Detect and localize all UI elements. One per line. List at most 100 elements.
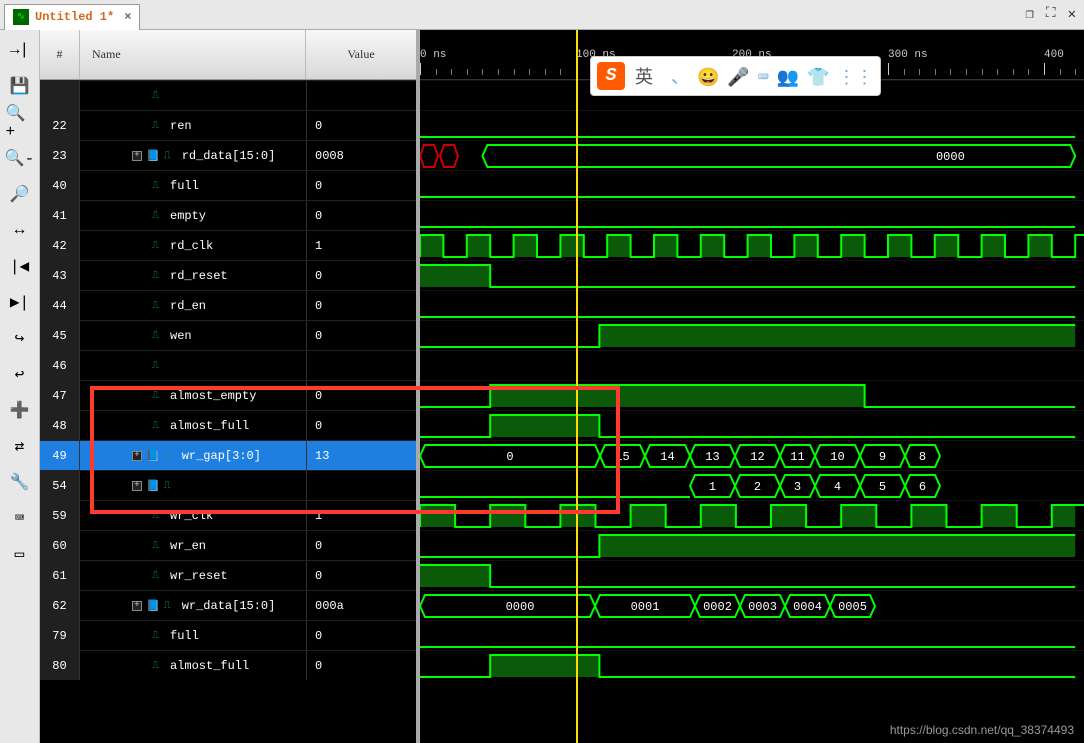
signal-row[interactable]: 48⎍almost_full0 — [40, 410, 416, 440]
tool-icon-9[interactable]: ↩ — [6, 360, 34, 388]
wave-row — [420, 290, 1084, 320]
tool-icon-3[interactable]: 🔍- — [6, 144, 34, 172]
signal-row[interactable]: 40⎍full0 — [40, 170, 416, 200]
svg-text:2: 2 — [754, 480, 761, 494]
sogou-logo-icon[interactable]: S — [597, 62, 625, 90]
tool-icon-11[interactable]: ⇄ — [6, 432, 34, 460]
tool-icon-12[interactable]: 🔧 — [6, 468, 34, 496]
signal-row[interactable]: 44⎍rd_en0 — [40, 290, 416, 320]
signal-row[interactable]: 62+📘⎍wr_data[15:0]000a — [40, 590, 416, 620]
tool-icon-13[interactable]: ⌨ — [6, 504, 34, 532]
signal-icon: ⎍ — [152, 360, 166, 372]
signal-row[interactable]: 43⎍rd_reset0 — [40, 260, 416, 290]
col-num-header[interactable]: # — [40, 30, 80, 79]
svg-text:0005: 0005 — [838, 600, 867, 614]
signal-row[interactable]: 41⎍empty0 — [40, 200, 416, 230]
restore-icon[interactable]: ❐ — [1025, 6, 1033, 23]
signal-row[interactable]: 42⎍rd_clk1 — [40, 230, 416, 260]
signal-icon: ⎍ — [152, 90, 166, 102]
tool-icon-7[interactable]: ▶| — [6, 288, 34, 316]
tool-icon-1[interactable]: 💾 — [6, 72, 34, 100]
expand-icon[interactable]: + — [132, 451, 142, 461]
signal-row[interactable]: 47⎍almost_empty0 — [40, 380, 416, 410]
tool-icon-8[interactable]: ↪ — [6, 324, 34, 352]
signal-value: 0 — [306, 261, 416, 290]
wave-row — [420, 650, 1084, 680]
signal-row[interactable]: 54+📘⎍ — [40, 470, 416, 500]
signal-row[interactable]: 59⎍wr_clk1 — [40, 500, 416, 530]
signal-row[interactable]: 46⎍ — [40, 350, 416, 380]
svg-text:4: 4 — [834, 480, 841, 494]
tool-icon-2[interactable]: 🔍+ — [6, 108, 34, 136]
tool-icon-4[interactable]: 🔎 — [6, 180, 34, 208]
maximize-icon[interactable]: ⛶ — [1046, 6, 1056, 23]
signal-row[interactable]: 22⎍ren0 — [40, 110, 416, 140]
wave-row: 000000010002000300040005 — [420, 590, 1084, 620]
svg-text:3: 3 — [794, 480, 801, 494]
col-value-header[interactable]: Value — [306, 30, 416, 79]
wave-row: 0000 — [420, 140, 1084, 170]
wave-rows[interactable]: 0000015141312111098123456000000010002000… — [420, 80, 1084, 680]
signal-icon: ⎍ — [164, 450, 178, 462]
document-tab[interactable]: ∿ Untitled 1* × — [4, 4, 140, 30]
signal-value: 0 — [306, 531, 416, 560]
signal-value — [306, 81, 416, 110]
ime-icon[interactable]: 🎤 — [727, 69, 749, 89]
tick-label: 0 ns — [420, 49, 446, 61]
signal-name: +📘⎍wr_data[15:0] — [80, 591, 306, 620]
tool-icon-14[interactable]: ▭ — [6, 540, 34, 568]
signal-value: 0 — [306, 621, 416, 650]
tool-icon-0[interactable]: →| — [6, 36, 34, 64]
wave-row — [420, 530, 1084, 560]
row-number: 40 — [40, 171, 80, 200]
watermark: https://blog.csdn.net/qq_38374493 — [890, 723, 1074, 737]
bus-icon: 📘 — [146, 149, 160, 163]
row-number: 45 — [40, 321, 80, 350]
signal-row[interactable]: 80⎍almost_full0 — [40, 650, 416, 680]
wave-row — [420, 620, 1084, 650]
ime-icon[interactable]: ⋮⋮ — [838, 69, 874, 89]
bus-icon: 📘 — [146, 479, 160, 493]
svg-text:9: 9 — [879, 450, 886, 464]
signal-row[interactable]: 79⎍full0 — [40, 620, 416, 650]
signal-row[interactable]: 60⎍wr_en0 — [40, 530, 416, 560]
signal-name: ⎍ — [80, 351, 306, 380]
ime-icon[interactable]: 👥 — [777, 69, 799, 89]
tool-icon-5[interactable]: ↔ — [6, 216, 34, 244]
ime-icon[interactable]: 😀 — [697, 69, 719, 89]
expand-icon[interactable]: + — [132, 481, 142, 491]
signal-name: ⎍wen — [80, 321, 306, 350]
svg-text:0: 0 — [506, 450, 513, 464]
tool-icon-10[interactable]: ➕ — [6, 396, 34, 424]
tab-close-icon[interactable]: × — [124, 10, 131, 24]
ime-icon[interactable]: ⌨ — [758, 69, 769, 89]
signal-row[interactable]: 23+📘⎍rd_data[15:0]0008 — [40, 140, 416, 170]
signal-row[interactable]: 61⎍wr_reset0 — [40, 560, 416, 590]
signal-name: ⎍almost_full — [80, 411, 306, 440]
ime-toolbar[interactable]: S 英 、 😀 🎤 ⌨ 👥 👕 ⋮⋮ — [590, 56, 881, 96]
wave-row — [420, 350, 1084, 380]
signal-value — [306, 351, 416, 380]
signal-row[interactable]: 49+📘⎍wr_gap[3:0]13 — [40, 440, 416, 470]
signal-row[interactable]: 45⎍wen0 — [40, 320, 416, 350]
ime-lang[interactable]: 英 — [635, 63, 653, 89]
signal-row[interactable]: ⎍ — [40, 80, 416, 110]
expand-icon[interactable]: + — [132, 601, 142, 611]
wave-panel[interactable]: 0 ns100 ns200 ns300 ns400 00000151413121… — [420, 30, 1084, 743]
window-controls: ❐ ⛶ ✕ — [1025, 6, 1076, 23]
bus-icon: 📘 — [146, 599, 160, 613]
signal-icon: ⎍ — [152, 240, 166, 252]
row-number: 60 — [40, 531, 80, 560]
col-name-header[interactable]: Name — [80, 30, 306, 79]
svg-text:0001: 0001 — [631, 600, 660, 614]
ime-icon[interactable]: 👕 — [807, 69, 829, 89]
expand-icon[interactable]: + — [132, 151, 142, 161]
row-number: 48 — [40, 411, 80, 440]
ime-icon[interactable]: 、 — [671, 69, 689, 89]
signal-icon: ⎍ — [152, 270, 166, 282]
close-icon[interactable]: ✕ — [1068, 6, 1076, 23]
svg-text:11: 11 — [790, 450, 804, 464]
time-cursor[interactable] — [576, 30, 578, 743]
svg-text:8: 8 — [919, 450, 926, 464]
tool-icon-6[interactable]: |◀ — [6, 252, 34, 280]
